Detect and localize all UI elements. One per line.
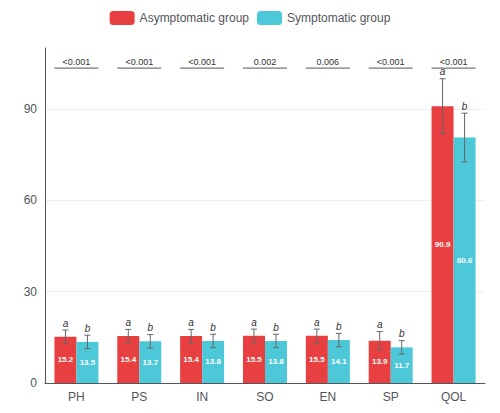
svg-text:QOL: QOL: [441, 390, 467, 404]
svg-text:<0.001: <0.001: [440, 57, 468, 67]
svg-text:30: 30: [24, 285, 38, 299]
svg-text:13.9: 13.9: [372, 357, 388, 366]
svg-text:SO: SO: [256, 390, 273, 404]
svg-text:a: a: [377, 319, 383, 330]
svg-text:b: b: [462, 101, 468, 112]
svg-text:EN: EN: [320, 390, 337, 404]
svg-text:Symptomatic group: Symptomatic group: [287, 11, 391, 25]
svg-text:b: b: [148, 322, 154, 333]
svg-text:a: a: [63, 318, 69, 329]
svg-text:b: b: [85, 323, 91, 334]
svg-text:<0.001: <0.001: [63, 57, 91, 67]
svg-text:0: 0: [30, 376, 37, 390]
svg-text:15.5: 15.5: [309, 355, 325, 364]
svg-text:15.4: 15.4: [183, 355, 199, 364]
svg-text:SP: SP: [383, 390, 399, 404]
svg-text:90: 90: [24, 102, 38, 116]
svg-text:13.8: 13.8: [268, 357, 284, 366]
svg-text:<0.001: <0.001: [377, 57, 405, 67]
svg-text:13.5: 13.5: [80, 358, 96, 367]
svg-text:Asymptomatic group: Asymptomatic group: [140, 11, 250, 25]
svg-text:b: b: [399, 328, 405, 339]
svg-text:15.5: 15.5: [246, 355, 262, 364]
svg-text:b: b: [210, 322, 216, 333]
svg-text:80.6: 80.6: [457, 256, 473, 265]
svg-text:b: b: [336, 321, 342, 332]
svg-text:0.002: 0.002: [254, 57, 277, 67]
svg-text:15.4: 15.4: [120, 355, 136, 364]
svg-text:a: a: [439, 66, 446, 78]
svg-text:13.8: 13.8: [205, 357, 221, 366]
svg-text:PH: PH: [68, 390, 85, 404]
svg-text:PS: PS: [131, 390, 147, 404]
svg-text:11.7: 11.7: [394, 361, 410, 370]
svg-text:a: a: [188, 317, 194, 328]
svg-text:90.9: 90.9: [435, 240, 451, 249]
svg-text:14.1: 14.1: [331, 357, 347, 366]
svg-text:0.006: 0.006: [317, 57, 340, 67]
svg-text:60: 60: [24, 193, 38, 207]
svg-text:15.2: 15.2: [58, 355, 74, 364]
svg-text:<0.001: <0.001: [188, 57, 216, 67]
svg-text:13.7: 13.7: [142, 358, 158, 367]
svg-text:<0.001: <0.001: [125, 57, 153, 67]
svg-text:IN: IN: [196, 390, 208, 404]
svg-text:b: b: [273, 322, 279, 333]
svg-text:a: a: [314, 317, 320, 328]
svg-text:a: a: [126, 317, 132, 328]
svg-text:a: a: [251, 317, 257, 328]
